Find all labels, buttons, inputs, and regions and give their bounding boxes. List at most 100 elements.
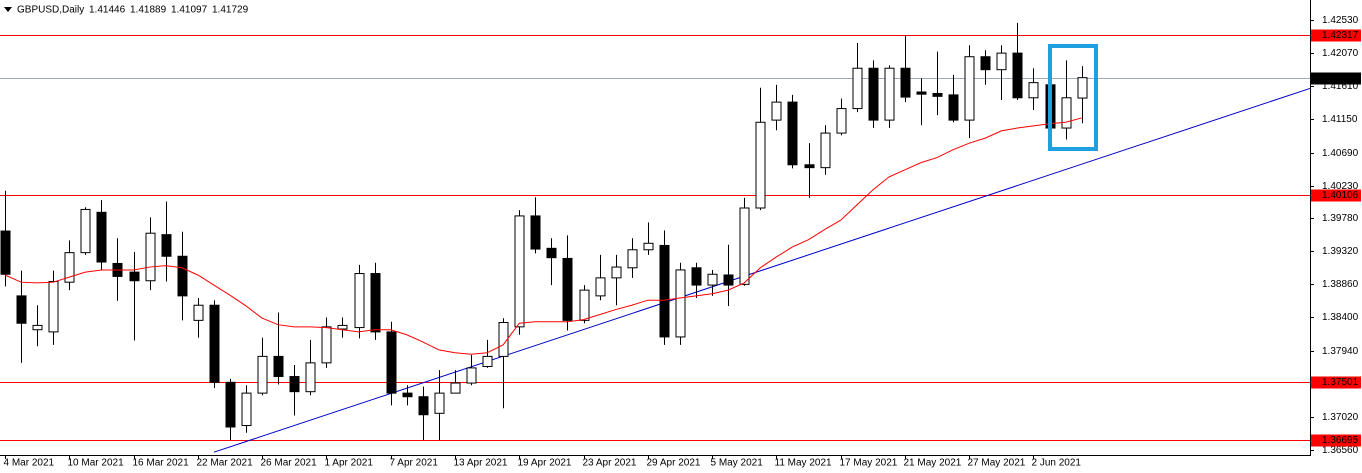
candle-body [145, 232, 156, 282]
candle-body [402, 392, 413, 398]
y-tick-label: 1.41150 [1322, 114, 1358, 125]
candle-body [964, 56, 975, 121]
y-tick-label: 1.38400 [1322, 312, 1359, 323]
candle-body [193, 304, 204, 321]
candle-body [627, 249, 638, 269]
ohlc-high: 1.41889 [130, 5, 167, 16]
price-label-box [1311, 72, 1361, 85]
y-tick-label: 1.40690 [1322, 148, 1359, 159]
candle-body [755, 121, 766, 209]
candle-body [996, 52, 1007, 71]
x-tick-label: 23 Apr 2021 [583, 458, 637, 469]
candle-body [1061, 97, 1072, 129]
candle-body [980, 56, 991, 71]
candle-body [900, 67, 911, 98]
y-tick-label: 1.39320 [1322, 246, 1359, 257]
candle-body [820, 132, 831, 169]
y-tick-label: 1.40230 [1322, 181, 1359, 192]
ohlc-close: 1.41729 [212, 5, 249, 16]
ohlc-open: 1.41446 [89, 5, 126, 16]
candle-body [771, 101, 782, 121]
candle-body [1012, 52, 1023, 99]
y-tick-label: 1.42530 [1322, 15, 1359, 26]
x-tick-label: 21 May 2021 [904, 458, 962, 469]
candle-body [498, 322, 509, 357]
candle-body [916, 91, 927, 95]
header: GBPUSD,Daily 1.41446 1.41889 1.41097 1.4… [17, 5, 249, 16]
candle-body [932, 92, 943, 97]
level-label: 1.40106 [1322, 190, 1359, 201]
x-tick-label: 11 May 2021 [775, 458, 833, 469]
candle-body [80, 208, 91, 254]
candle-body [804, 164, 815, 169]
candle-body [787, 101, 798, 166]
y-tick-label: 1.36560 [1322, 445, 1359, 456]
level-label-box [1311, 376, 1361, 389]
candle-body [64, 252, 75, 283]
candle-body [418, 396, 429, 416]
plot-area [0, 22, 1311, 453]
y-tick-label: 1.42070 [1322, 48, 1359, 59]
highlight-box [1048, 44, 1098, 151]
x-tick-label: 26 Mar 2021 [261, 458, 318, 469]
candle-body [514, 215, 525, 328]
candle-body [1028, 82, 1039, 99]
candle-body [386, 331, 397, 394]
candle-body [225, 381, 236, 428]
candle-body [868, 67, 879, 121]
candle-body [16, 295, 27, 324]
x-tick-label: 5 May 2021 [711, 458, 764, 469]
candle-body [32, 324, 43, 331]
candle-body [466, 367, 477, 384]
y-tick-label: 1.41610 [1322, 81, 1359, 92]
x-tick-label: 22 Mar 2021 [197, 458, 254, 469]
candle-body [482, 355, 493, 367]
candle-body [1077, 77, 1088, 99]
menu-arrow[interactable] [4, 7, 12, 12]
candle-body [691, 267, 702, 286]
candle-body [546, 247, 557, 259]
candle-body [675, 269, 686, 338]
candle-body [884, 67, 895, 121]
x-tick-label: 16 Mar 2021 [133, 458, 190, 469]
ohlc-low: 1.41097 [171, 5, 208, 16]
candle-body [836, 108, 847, 134]
x-tick-label: 10 Mar 2021 [68, 458, 125, 469]
candle-body [209, 304, 220, 383]
candle-body [96, 211, 107, 263]
level-label-box [1311, 189, 1361, 202]
x-tick-label: 1 Apr 2021 [325, 458, 374, 469]
candle-body [450, 382, 461, 394]
candle-body [289, 376, 300, 393]
candle-body [659, 244, 670, 338]
candle-body [595, 277, 606, 297]
candle-body [707, 273, 718, 286]
candle-body [129, 271, 140, 282]
y-tick-label: 1.38860 [1322, 279, 1359, 290]
candle-body [852, 67, 863, 110]
x-tick-label: 7 Apr 2021 [390, 458, 439, 469]
candle-body [0, 230, 11, 275]
x-tick-label: 19 Apr 2021 [518, 458, 572, 469]
candle-body [241, 392, 252, 427]
x-tick-label: 29 Apr 2021 [647, 458, 701, 469]
y-tick-label: 1.37940 [1322, 346, 1359, 357]
candle-body [530, 215, 541, 250]
candle-body [579, 289, 590, 321]
candle-body [161, 234, 172, 257]
candle-body [48, 280, 59, 333]
x-tick-label: 17 May 2021 [840, 458, 898, 469]
candle-body [611, 266, 622, 279]
level-label: 1.36695 [1322, 435, 1359, 446]
candle-body [354, 273, 365, 329]
candle-body [273, 355, 284, 378]
candle-body [177, 255, 188, 297]
candle-body [434, 392, 445, 414]
candle-body [562, 257, 573, 321]
candle-body [370, 273, 381, 333]
y-tick-label: 1.37020 [1322, 412, 1359, 423]
candle-body [257, 355, 268, 394]
